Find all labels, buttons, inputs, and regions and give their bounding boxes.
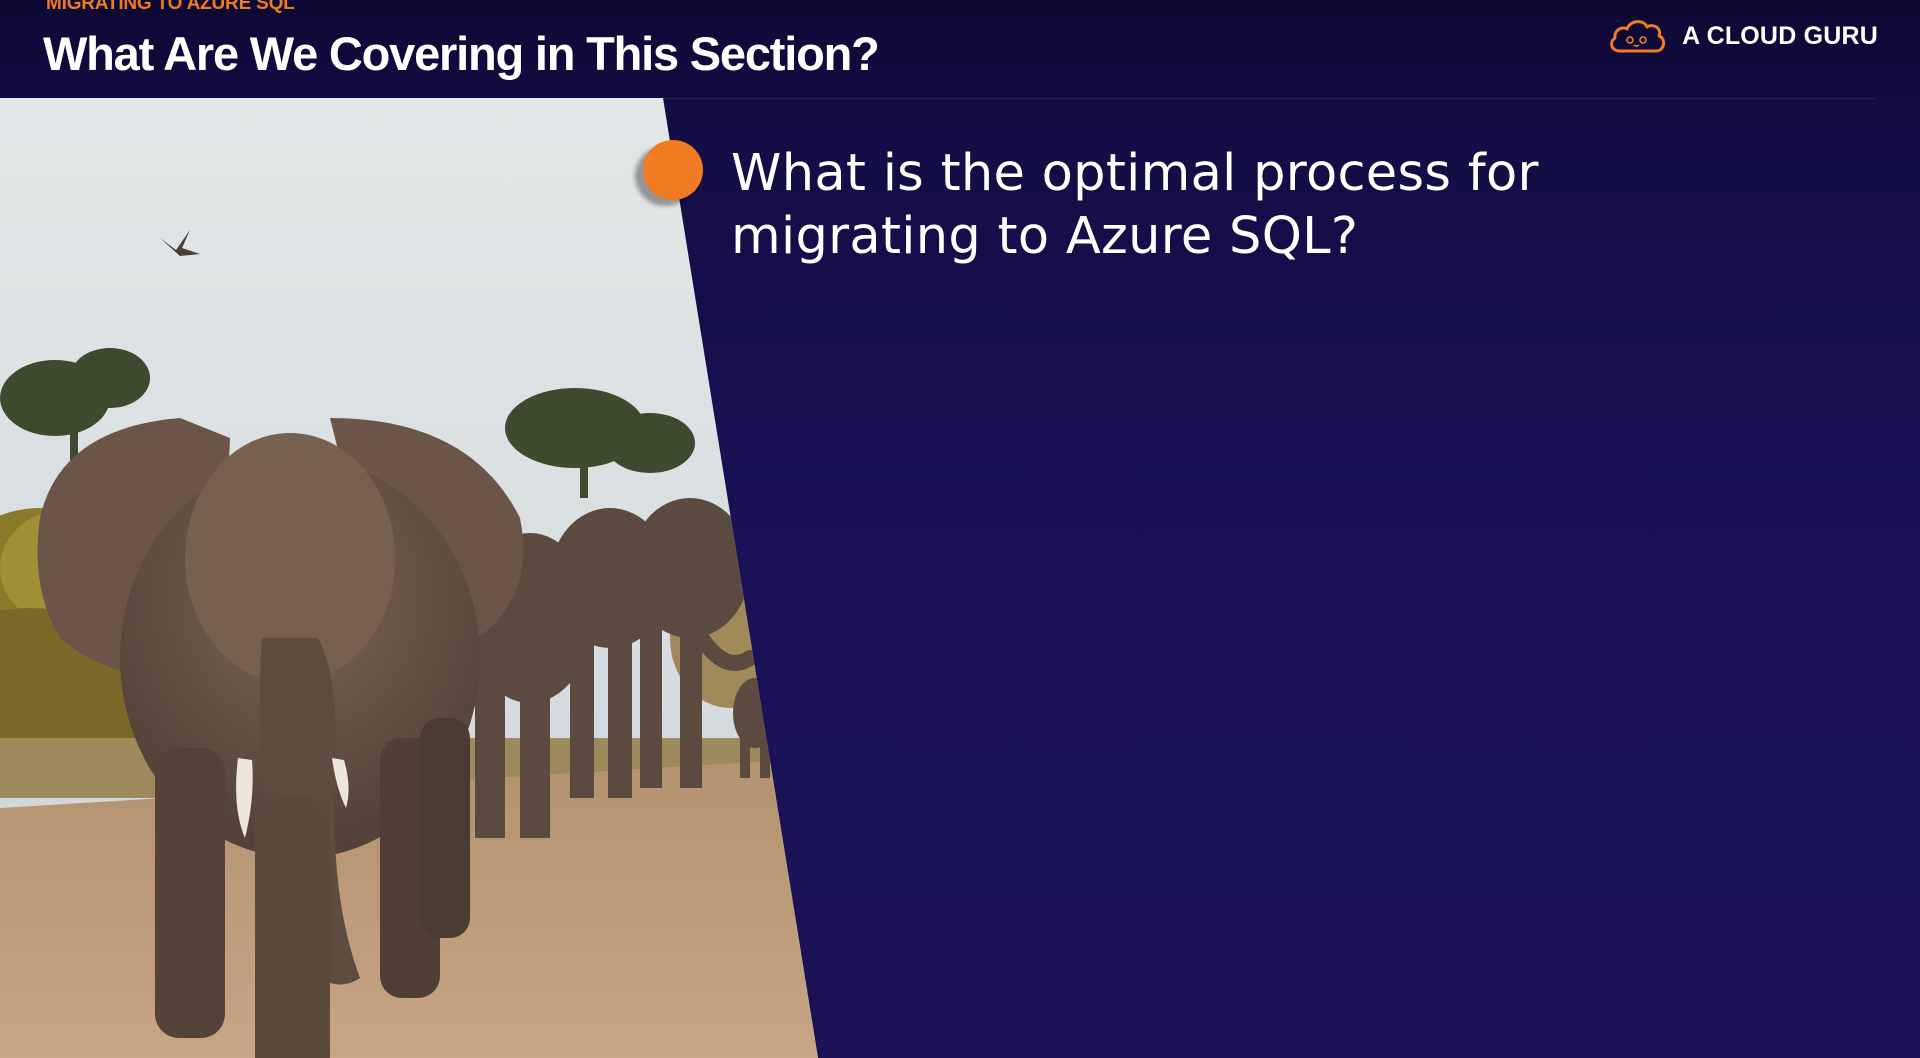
slide-title: What Are We Covering in This Section? [43,27,880,80]
section-eyebrow: MIGRATING TO AZURE SQL [46,0,295,14]
bullet-item: What is the optimal process for migratin… [731,144,1539,266]
elephant-herd-photo [0,98,818,1058]
bullet-marker [643,140,703,200]
brand-logo: A CLOUD GURU [1606,16,1878,56]
brand-name: A CLOUD GURU [1682,21,1878,50]
cloud-logo-icon [1610,20,1666,53]
header-divider [660,98,1875,99]
slide-header: MIGRATING TO AZURE SQL What Are We Cover… [0,0,1920,98]
